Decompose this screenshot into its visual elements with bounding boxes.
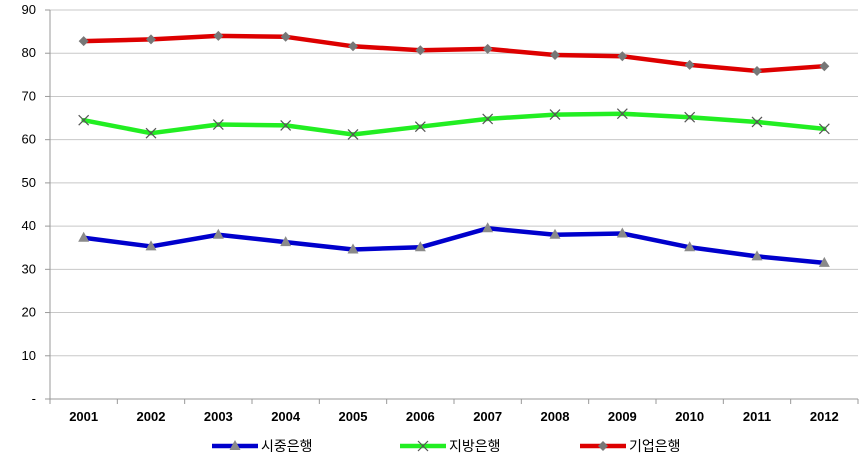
marker-stroke <box>549 109 561 121</box>
data-point-marker <box>752 65 762 76</box>
marker-stroke <box>280 119 292 131</box>
data-point-marker <box>482 43 493 54</box>
marker-stroke <box>818 123 830 135</box>
legend-item-2: 지방은행 <box>400 438 501 454</box>
legend: 시중은행 지방은행 기업은행 <box>212 438 681 454</box>
marker-stroke <box>417 440 429 452</box>
data-point-marker <box>616 227 628 238</box>
data-point-marker <box>414 121 426 133</box>
legend-label: 기업은행 <box>629 438 681 454</box>
data-point-marker <box>616 108 628 120</box>
series-group <box>78 30 830 267</box>
marker-stroke <box>212 119 224 130</box>
data-point-marker <box>751 250 763 261</box>
data-point-marker <box>617 51 628 62</box>
data-point-marker <box>819 61 830 72</box>
marker-stroke <box>616 108 628 120</box>
x-axis-ticks: 2001 2002 2003 2004 2005 2006 2007 2008 2009 2010… <box>69 409 839 424</box>
data-point-marker <box>212 228 224 239</box>
data-point-marker <box>549 228 561 239</box>
x-tick-label: 2006 <box>406 409 435 424</box>
marker-stroke <box>482 113 494 125</box>
data-point-marker <box>482 222 494 233</box>
data-point-marker <box>414 241 426 252</box>
marker-stroke <box>78 114 90 126</box>
data-point-marker <box>818 123 830 135</box>
legend-item-1: 시중은행 <box>212 438 313 454</box>
series-3 <box>78 30 830 76</box>
series-line <box>81 33 827 74</box>
series-line <box>81 111 827 137</box>
data-point-marker <box>212 119 224 130</box>
series-2 <box>78 108 830 140</box>
x-tick-label: 2012 <box>810 409 839 424</box>
legend-label: 시중은행 <box>261 438 313 454</box>
x-tick-label: 2003 <box>204 409 233 424</box>
marker-stroke <box>347 129 359 140</box>
data-point-marker <box>280 119 292 131</box>
data-point-marker <box>550 49 560 60</box>
data-point-marker <box>78 114 90 126</box>
data-point-marker <box>78 231 90 242</box>
legend-label: 지방은행 <box>449 438 501 454</box>
data-point-marker <box>818 256 830 267</box>
data-point-marker <box>482 113 494 125</box>
data-point-marker <box>229 440 241 450</box>
x-tick-label: 2007 <box>473 409 502 424</box>
data-point-marker <box>78 36 89 47</box>
y-tick-label: 30 <box>22 261 36 276</box>
y-axis-ticks: - 10 20 30 40 50 60 70 80 90 <box>22 2 36 406</box>
x-tick-label: 2005 <box>339 409 368 424</box>
axes <box>45 9 859 404</box>
data-point-marker <box>145 240 157 251</box>
x-tick-label: 2010 <box>675 409 704 424</box>
x-tick-label: 2004 <box>271 409 301 424</box>
data-point-marker <box>684 111 696 123</box>
x-tick-label: 2002 <box>137 409 166 424</box>
marker-stroke <box>684 111 696 123</box>
data-point-marker <box>417 440 429 452</box>
y-tick-label: 70 <box>22 88 36 103</box>
data-point-marker <box>598 441 608 451</box>
y-tick-label: 10 <box>22 348 36 363</box>
y-tick-label: 20 <box>22 305 36 320</box>
x-tick-label: 2008 <box>541 409 570 424</box>
data-point-marker <box>146 34 156 45</box>
data-point-marker <box>751 116 763 128</box>
y-tick-label: 50 <box>22 175 36 190</box>
legend-item-3: 기업은행 <box>580 438 681 454</box>
marker-stroke <box>145 127 157 139</box>
x-tick-label: 2009 <box>608 409 637 424</box>
y-tick-label: 80 <box>22 45 36 60</box>
x-tick-label: 2001 <box>69 409 98 424</box>
data-point-marker <box>348 41 358 52</box>
data-point-marker <box>145 127 157 139</box>
data-point-marker <box>549 109 561 121</box>
gridlines <box>50 9 858 357</box>
y-tick-label: - <box>32 391 36 406</box>
y-tick-label: 40 <box>22 218 36 233</box>
data-point-marker <box>347 129 359 140</box>
y-tick-label: 90 <box>22 2 36 17</box>
data-point-marker <box>684 59 695 70</box>
data-point-marker <box>280 236 292 247</box>
data-point-marker <box>347 243 359 254</box>
marker-stroke <box>751 116 763 128</box>
series-1 <box>78 222 830 267</box>
marker-stroke <box>414 121 426 133</box>
data-point-marker <box>684 241 696 252</box>
data-point-marker <box>280 31 291 42</box>
data-point-marker <box>213 30 224 41</box>
data-point-marker <box>415 45 426 56</box>
y-tick-label: 60 <box>22 132 36 147</box>
x-tick-label: 2011 <box>743 409 771 424</box>
series-line <box>81 226 827 266</box>
